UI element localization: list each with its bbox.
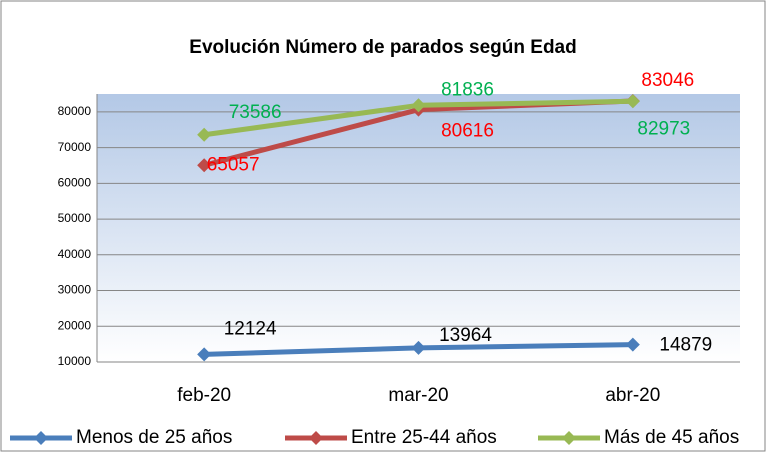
legend: Menos de 25 años Entre 25-44 años Más de 4… bbox=[10, 427, 739, 448]
data-label: 14879 bbox=[659, 335, 712, 356]
y-tick-label: 60000 bbox=[58, 176, 92, 190]
y-tick-label: 40000 bbox=[58, 247, 92, 261]
y-tick-label: 10000 bbox=[58, 354, 92, 368]
x-tick-label: feb-20 bbox=[177, 385, 231, 406]
data-label: 65057 bbox=[207, 154, 260, 175]
data-label: 73586 bbox=[229, 102, 282, 123]
data-point bbox=[197, 127, 212, 142]
data-point bbox=[625, 337, 640, 352]
chart-title: Evolución Número de parados según Edad bbox=[189, 37, 576, 58]
y-tick-label: 50000 bbox=[58, 211, 92, 225]
data-label: 80616 bbox=[441, 121, 494, 142]
y-tick-label: 70000 bbox=[58, 140, 92, 154]
data-point bbox=[411, 98, 426, 113]
legend-label: Menos de 25 años bbox=[76, 427, 232, 448]
legend-marker bbox=[34, 431, 48, 445]
data-point bbox=[625, 94, 640, 109]
data-label: 82973 bbox=[637, 118, 690, 139]
x-tick-label: abr-20 bbox=[605, 385, 660, 406]
legend-marker bbox=[309, 431, 323, 445]
x-tick-label: mar-20 bbox=[388, 385, 448, 406]
y-tick-label: 20000 bbox=[58, 318, 92, 332]
data-point bbox=[197, 347, 212, 362]
data-label: 83046 bbox=[641, 70, 694, 91]
legend-label: Entre 25-44 años bbox=[351, 427, 497, 448]
data-label: 12124 bbox=[224, 318, 277, 339]
data-point bbox=[411, 340, 426, 355]
data-point bbox=[197, 158, 212, 173]
legend-marker bbox=[562, 431, 576, 445]
data-label: 81836 bbox=[441, 79, 494, 100]
legend-label: Más de 45 años bbox=[604, 427, 739, 448]
y-tick-label: 80000 bbox=[58, 104, 92, 118]
data-label: 13964 bbox=[439, 325, 492, 346]
y-tick-label: 30000 bbox=[58, 283, 92, 297]
